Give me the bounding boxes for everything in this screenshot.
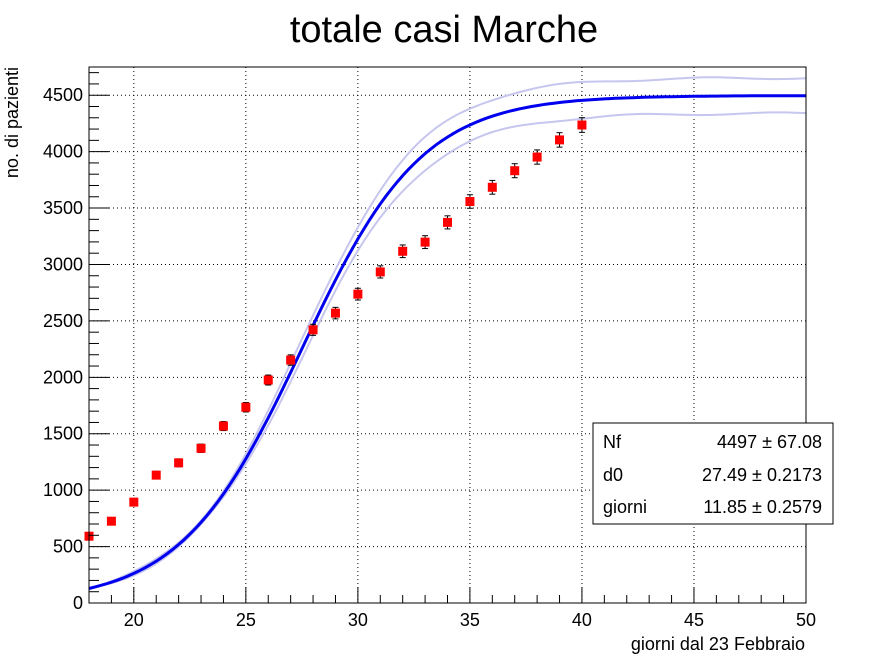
data-point bbox=[106, 516, 116, 526]
fit-line bbox=[88, 94, 806, 590]
x-axis-ticks: 20 25 30 35 40 45 50 bbox=[88, 587, 816, 630]
x-tick-label: 40 bbox=[572, 610, 592, 630]
stats-value-nf: 4497 ± 67.08 bbox=[717, 432, 822, 452]
data-point bbox=[174, 458, 184, 468]
data-point bbox=[532, 152, 542, 162]
data-point bbox=[465, 197, 475, 207]
stats-name-d0: d0 bbox=[603, 465, 623, 485]
y-tick-label: 2500 bbox=[43, 311, 83, 331]
y-tick-label: 500 bbox=[53, 537, 83, 557]
data-point bbox=[353, 289, 363, 299]
stats-name-nf: Nf bbox=[603, 432, 622, 452]
x-tick-label: 20 bbox=[124, 610, 144, 630]
x-tick-label: 35 bbox=[460, 610, 480, 630]
data-point bbox=[398, 246, 408, 256]
data-point bbox=[443, 217, 452, 227]
data-point bbox=[330, 308, 340, 318]
y-tick-label: 1000 bbox=[43, 480, 83, 500]
data-point bbox=[286, 355, 296, 365]
data-point bbox=[241, 402, 251, 412]
data-point bbox=[487, 182, 497, 192]
stats-name-giorni: giorni bbox=[603, 497, 647, 517]
x-tick-label: 50 bbox=[796, 610, 816, 630]
stats-box: Nf 4497 ± 67.08 d0 27.49 ± 0.2173 giorni… bbox=[592, 422, 834, 525]
y-axis-ticks: 0 500 1000 1500 2000 2500 3000 3500 4000 4500 bbox=[43, 72, 109, 613]
x-axis-label: giorni dal 23 Febbraio bbox=[631, 634, 805, 654]
x-tick-label: 25 bbox=[236, 610, 256, 630]
data-point bbox=[375, 267, 385, 277]
data-point bbox=[151, 470, 161, 480]
stats-box-frame bbox=[592, 422, 834, 525]
data-point bbox=[308, 325, 318, 335]
stats-value-d0: 27.49 ± 0.2173 bbox=[702, 465, 822, 485]
data-point bbox=[510, 166, 520, 176]
data-point bbox=[218, 421, 228, 431]
x-tick-label: 45 bbox=[684, 610, 704, 630]
y-tick-label: 0 bbox=[73, 593, 83, 613]
x-tick-label: 30 bbox=[348, 610, 368, 630]
data-point bbox=[555, 135, 565, 145]
y-tick-label: 2000 bbox=[43, 367, 83, 387]
data-point bbox=[577, 120, 587, 130]
data-points bbox=[84, 117, 587, 541]
data-point bbox=[196, 443, 206, 453]
data-point bbox=[129, 497, 139, 507]
data-point bbox=[420, 237, 430, 247]
y-tick-label: 4000 bbox=[43, 142, 83, 162]
y-tick-label: 4500 bbox=[43, 85, 83, 105]
data-point bbox=[263, 375, 273, 385]
y-tick-label: 3000 bbox=[43, 254, 83, 274]
chart-title: totale casi Marche bbox=[290, 9, 598, 51]
y-tick-label: 1500 bbox=[43, 424, 83, 444]
y-tick-label: 3500 bbox=[43, 198, 83, 218]
stats-value-giorni: 11.85 ± 0.2579 bbox=[703, 497, 822, 517]
fit-curve bbox=[88, 94, 806, 590]
y-axis-label: no. di pazienti bbox=[2, 67, 22, 178]
